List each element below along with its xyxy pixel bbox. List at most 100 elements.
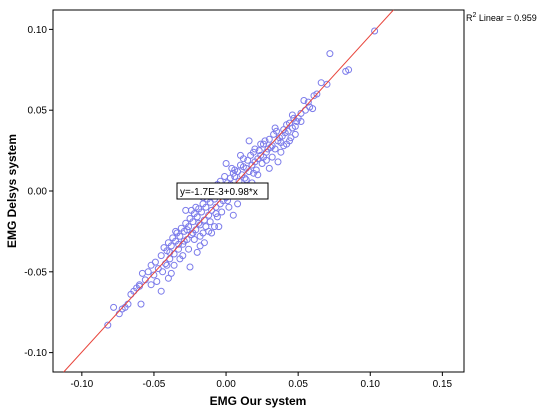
x-axis-title: EMG Our system (210, 394, 307, 408)
y-axis-ticks: -0.10 -0.05 0.00 0.05 0.10 (24, 25, 53, 359)
data-point (167, 269, 175, 277)
data-point (234, 200, 242, 208)
data-point (317, 79, 325, 87)
data-point (291, 130, 299, 138)
data-point (212, 210, 220, 218)
y-tick-label: -0.10 (24, 348, 47, 359)
data-point (206, 218, 214, 226)
data-point (137, 300, 145, 308)
data-point (264, 145, 272, 153)
data-point (237, 161, 244, 169)
data-point (211, 223, 218, 231)
data-point (260, 140, 267, 148)
data-point (147, 281, 155, 289)
y-tick-label: 0.10 (28, 25, 48, 36)
data-point (157, 287, 165, 295)
data-point (371, 27, 379, 35)
data-point (326, 50, 334, 58)
data-point (153, 278, 161, 285)
data-point (182, 219, 190, 227)
data-point (195, 219, 203, 227)
data-point (183, 226, 191, 234)
x-tick-label: -0.05 (143, 379, 166, 390)
data-point (265, 164, 273, 172)
data-point (160, 244, 168, 252)
data-point (186, 263, 194, 271)
data-point (304, 98, 312, 106)
data-point (271, 124, 279, 132)
data-point (150, 271, 158, 279)
data-point (306, 103, 314, 111)
data-point (286, 137, 293, 145)
r-squared-value: Linear = 0.959 (476, 13, 536, 23)
data-point (157, 252, 165, 260)
data-point (187, 206, 195, 214)
data-point (163, 261, 171, 269)
data-point (237, 151, 244, 159)
data-point (164, 239, 172, 247)
x-tick-label: 0.15 (433, 379, 453, 390)
data-point (110, 303, 118, 311)
data-point (250, 169, 257, 177)
data-point (222, 160, 230, 167)
data-point (200, 239, 208, 247)
data-point (172, 227, 180, 235)
data-point (193, 248, 201, 256)
y-tick-label: -0.05 (24, 267, 47, 278)
data-point (221, 173, 229, 180)
y-axis-title: EMG Delsys system (5, 134, 19, 248)
data-point (225, 203, 233, 211)
data-point (245, 137, 253, 145)
data-point (215, 223, 223, 231)
data-point (342, 67, 350, 75)
data-point (170, 261, 178, 269)
regression-equation: y=-1.7E-3+0.98*x (180, 187, 258, 198)
data-point (262, 156, 270, 164)
data-point (175, 240, 182, 248)
data-point (288, 111, 296, 119)
x-tick-label: -0.10 (70, 379, 93, 390)
data-point (169, 234, 177, 242)
data-point (138, 269, 146, 277)
data-point (297, 118, 305, 125)
data-point (248, 161, 256, 169)
x-axis-ticks: -0.10 -0.05 0.00 0.05 0.10 0.15 (70, 372, 453, 390)
data-point (300, 97, 308, 104)
data-point (173, 229, 181, 237)
data-point (254, 171, 262, 179)
data-point (244, 156, 252, 164)
data-point (310, 92, 318, 100)
data-point (180, 237, 188, 245)
data-point (159, 268, 167, 276)
data-point (257, 140, 265, 148)
data-point (277, 139, 285, 146)
data-point (213, 213, 221, 221)
data-point (229, 211, 237, 219)
data-point (265, 135, 273, 143)
data-point (290, 114, 298, 122)
r-squared-superscript: 2 (473, 12, 477, 19)
data-point (199, 229, 207, 237)
data-point (274, 158, 282, 166)
data-point (202, 223, 210, 231)
x-tick-label: 0.05 (288, 379, 308, 390)
data-point (270, 130, 278, 138)
data-point (186, 215, 194, 222)
y-tick-label: 0.00 (28, 187, 48, 198)
data-point (104, 321, 112, 329)
equation-box (176, 182, 269, 200)
data-point (176, 255, 184, 263)
data-point (228, 164, 236, 172)
r-squared-annotation: R2 Linear = 0.959 (466, 12, 537, 23)
r-squared-prefix: R (466, 13, 473, 23)
data-point (287, 134, 295, 142)
data-point (271, 145, 279, 153)
data-point (147, 261, 155, 269)
data-point (185, 245, 193, 253)
x-tick-label: 0.00 (216, 379, 236, 390)
data-point (251, 145, 259, 153)
data-point (268, 153, 276, 161)
data-point (277, 148, 285, 156)
y-tick-label: 0.05 (28, 106, 48, 117)
